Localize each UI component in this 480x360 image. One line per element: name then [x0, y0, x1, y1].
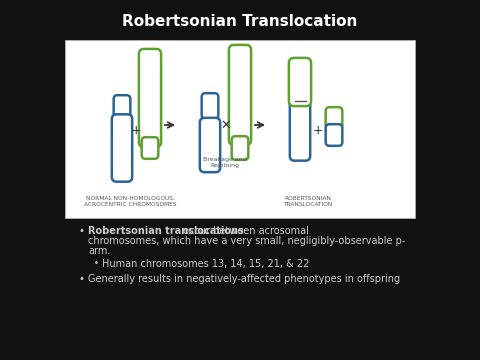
- FancyBboxPatch shape: [200, 118, 220, 172]
- FancyBboxPatch shape: [112, 114, 132, 182]
- Text: NORMAL NON-HOMOLOGOUS,
ACROCENTRIC CHROMOSOMES: NORMAL NON-HOMOLOGOUS, ACROCENTRIC CHROM…: [84, 196, 176, 207]
- Text: arm.: arm.: [88, 246, 110, 256]
- Text: ✕: ✕: [221, 118, 231, 131]
- FancyBboxPatch shape: [65, 40, 415, 218]
- FancyBboxPatch shape: [229, 45, 251, 145]
- FancyBboxPatch shape: [289, 58, 311, 106]
- Text: Human chromosomes 13, 14, 15, 21, & 22: Human chromosomes 13, 14, 15, 21, & 22: [102, 259, 310, 269]
- Text: Breakage and
Rejoining: Breakage and Rejoining: [203, 157, 247, 168]
- Text: Robertsonian Translocation: Robertsonian Translocation: [122, 14, 358, 30]
- Text: •: •: [78, 226, 84, 236]
- Text: +: +: [131, 123, 141, 136]
- Text: +: +: [312, 123, 324, 136]
- FancyBboxPatch shape: [114, 95, 131, 119]
- Text: chromosomes, which have a very small, negligibly-observable p-: chromosomes, which have a very small, ne…: [88, 236, 406, 246]
- FancyBboxPatch shape: [142, 137, 158, 159]
- FancyBboxPatch shape: [325, 124, 342, 146]
- FancyBboxPatch shape: [325, 107, 342, 129]
- FancyBboxPatch shape: [139, 49, 161, 147]
- Text: •: •: [94, 259, 98, 268]
- FancyBboxPatch shape: [232, 136, 248, 160]
- FancyBboxPatch shape: [290, 75, 310, 161]
- Text: Generally results in negatively-affected phenotypes in offspring: Generally results in negatively-affected…: [88, 274, 400, 284]
- Text: Robertsonian translocations: Robertsonian translocations: [88, 226, 244, 236]
- FancyBboxPatch shape: [202, 93, 218, 119]
- Text: ROBERTSONIAN
TRANSLOCATION: ROBERTSONIAN TRANSLOCATION: [283, 196, 333, 207]
- Text: •: •: [78, 274, 84, 284]
- Text: occur between acrosomal: occur between acrosomal: [180, 226, 309, 236]
